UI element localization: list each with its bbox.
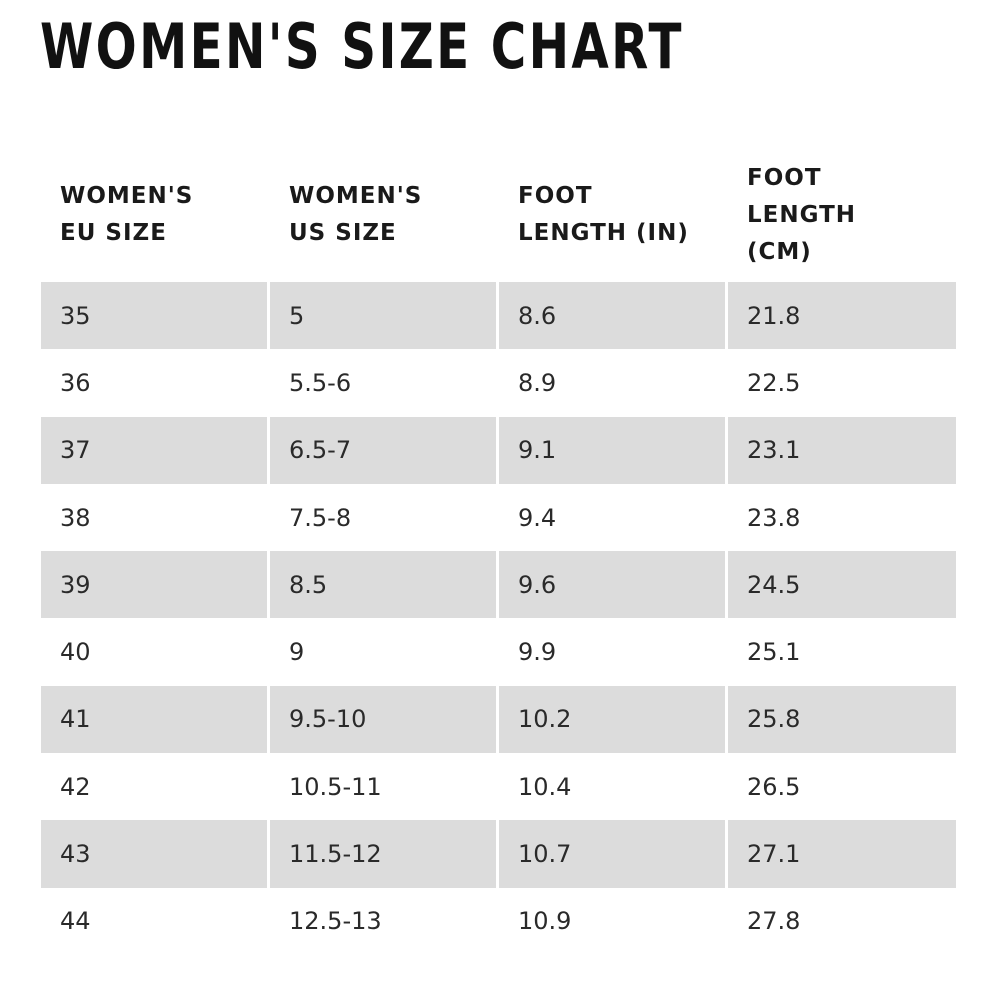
cell-foot-length-in: 10.4 (499, 753, 728, 821)
header-foot-length-cm: FOOT LENGTH (CM) (747, 164, 857, 265)
cell-foot-length-cm: 26.5 (747, 772, 801, 801)
cell-eu-size: 44 (41, 887, 270, 955)
cell-us-size: 12.5-13 (270, 887, 499, 955)
cell-us-size: 10.5-11 (270, 753, 499, 821)
page-title: WOMEN'S SIZE CHART (40, 10, 684, 83)
cell-us-size: 6.5-7 (270, 416, 499, 484)
cell-foot-length-cm: 23.8 (747, 503, 801, 532)
header-eu-size: WOMEN'S EU SIZE (60, 183, 194, 246)
cell-foot-length-cm: 21.8 (728, 282, 956, 350)
table-row: 43 11.5-12 10.7 27.1 (41, 820, 956, 888)
cell-foot-length-cm: 22.5 (747, 368, 801, 397)
table-row: 37 6.5-7 9.1 23.1 (41, 416, 956, 484)
cell-us-size: 5.5-6 (270, 349, 499, 417)
header-foot-length-in: FOOT LENGTH (IN) (518, 183, 689, 246)
table-body: 35 5 8.6 21.8 36 5.5-6 8.9 22.5 37 6.5-7 9.1 23.1 38… (41, 282, 956, 955)
cell-us-size: 9.5-10 (270, 685, 499, 754)
table-row: 42 10.5-11 10.4 26.5 (41, 753, 956, 821)
cell-foot-length-in: 8.9 (499, 349, 728, 417)
cell-us-size: 11.5-12 (270, 820, 499, 888)
header-us-size: WOMEN'S US SIZE (289, 183, 423, 246)
table-row: 38 7.5-8 9.4 23.8 (41, 483, 956, 552)
cell-eu-size: 37 (41, 416, 270, 484)
cell-foot-length-cm: 24.5 (728, 551, 956, 619)
cell-foot-length-in: 10.2 (499, 685, 728, 754)
cell-foot-length-cm: 25.8 (728, 685, 956, 754)
cell-eu-size: 41 (41, 685, 270, 754)
cell-eu-size: 36 (41, 349, 270, 417)
cell-foot-length-cm: 23.1 (728, 416, 956, 484)
cell-foot-length-in: 10.9 (499, 887, 728, 955)
cell-us-size: 5 (270, 282, 499, 350)
cell-eu-size: 39 (41, 551, 270, 619)
table-row: 44 12.5-13 10.9 27.8 (41, 887, 956, 955)
cell-foot-length-in: 9.6 (499, 551, 728, 619)
cell-foot-length-in: 10.7 (499, 820, 728, 888)
cell-foot-length-cm: 27.1 (728, 820, 956, 888)
cell-eu-size: 43 (41, 820, 270, 888)
table-row: 36 5.5-6 8.9 22.5 (41, 349, 956, 417)
cell-eu-size: 35 (41, 282, 270, 350)
cell-foot-length-cm: 25.1 (747, 638, 801, 667)
size-chart-table: WOMEN'S EU SIZE WOMEN'S US SIZE FOOT LEN… (41, 154, 956, 955)
cell-foot-length-in: 9.9 (499, 618, 728, 686)
cell-foot-length-in: 9.1 (499, 416, 728, 484)
cell-us-size: 9 (270, 618, 499, 686)
table-row: 39 8.5 9.6 24.5 (41, 551, 956, 619)
cell-foot-length-cm: 27.8 (747, 907, 801, 936)
cell-eu-size: 40 (41, 618, 270, 686)
cell-foot-length-in: 8.6 (499, 282, 728, 350)
cell-eu-size: 42 (41, 753, 270, 821)
table-header-row: WOMEN'S EU SIZE WOMEN'S US SIZE FOOT LEN… (41, 154, 956, 282)
table-row: 35 5 8.6 21.8 (41, 282, 956, 350)
cell-us-size: 7.5-8 (270, 483, 499, 552)
table-row: 41 9.5-10 10.2 25.8 (41, 685, 956, 754)
table-row: 40 9 9.9 25.1 (41, 618, 956, 686)
cell-us-size: 8.5 (270, 551, 499, 619)
cell-eu-size: 38 (41, 483, 270, 552)
cell-foot-length-in: 9.4 (499, 483, 728, 552)
